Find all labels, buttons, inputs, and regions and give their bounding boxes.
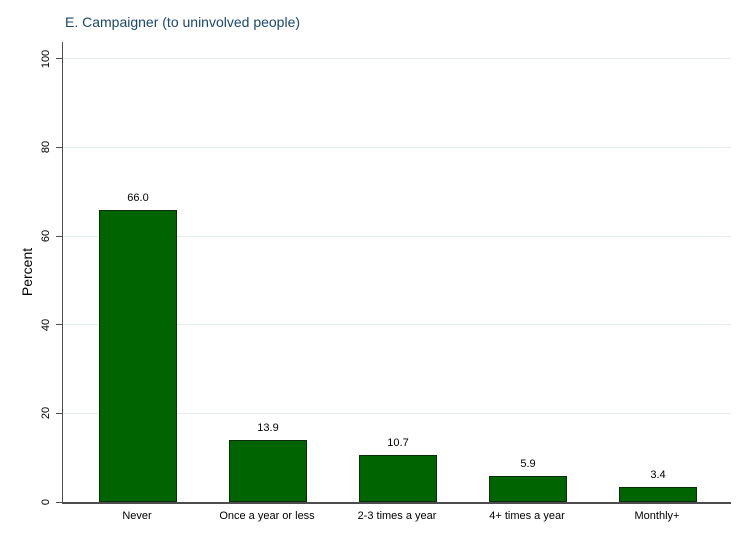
plot-area: 66.0 13.9 10.7 5.9 3.4: [62, 42, 731, 504]
gridline-y80: [63, 146, 731, 148]
y-tick-mark: [56, 324, 62, 326]
y-tick-label: 100: [40, 49, 52, 69]
x-category-label: 4+ times a year: [489, 510, 565, 522]
bar-value-label: 13.9: [257, 422, 279, 435]
gridline-y100: [63, 58, 731, 60]
gridline-y60: [63, 235, 731, 237]
x-category-label: Monthly+: [634, 510, 680, 522]
bar-2: [359, 454, 437, 502]
y-tick-mark: [56, 412, 62, 414]
bar-3: [489, 475, 567, 502]
x-category-label: Never: [122, 510, 152, 522]
y-tick-mark: [56, 501, 62, 503]
y-tick-label: 40: [40, 318, 52, 331]
x-category-label: Once a year or less: [219, 510, 315, 522]
y-tick-mark: [56, 58, 62, 60]
chart-title: E. Campaigner (to uninvolved people): [65, 14, 301, 30]
y-tick-label: 80: [40, 141, 52, 154]
gridline-y40: [63, 324, 731, 326]
bar-0: [99, 209, 177, 502]
x-category-label: 2-3 times a year: [357, 510, 437, 522]
y-tick-label: 0: [40, 498, 52, 506]
y-tick-label: 20: [40, 407, 52, 420]
gridline-y20: [63, 412, 731, 414]
bar-1: [229, 440, 307, 502]
y-tick-mark: [56, 146, 62, 148]
bar-value-label: 10.7: [387, 436, 409, 449]
bar-4: [619, 486, 697, 502]
bar-value-label: 66.0: [127, 191, 149, 204]
y-axis-label: Percent: [19, 247, 35, 297]
bar-value-label: 3.4: [650, 468, 666, 481]
y-tick-label: 60: [40, 229, 52, 243]
y-tick-mark: [56, 235, 62, 237]
bar-value-label: 5.9: [520, 457, 536, 470]
